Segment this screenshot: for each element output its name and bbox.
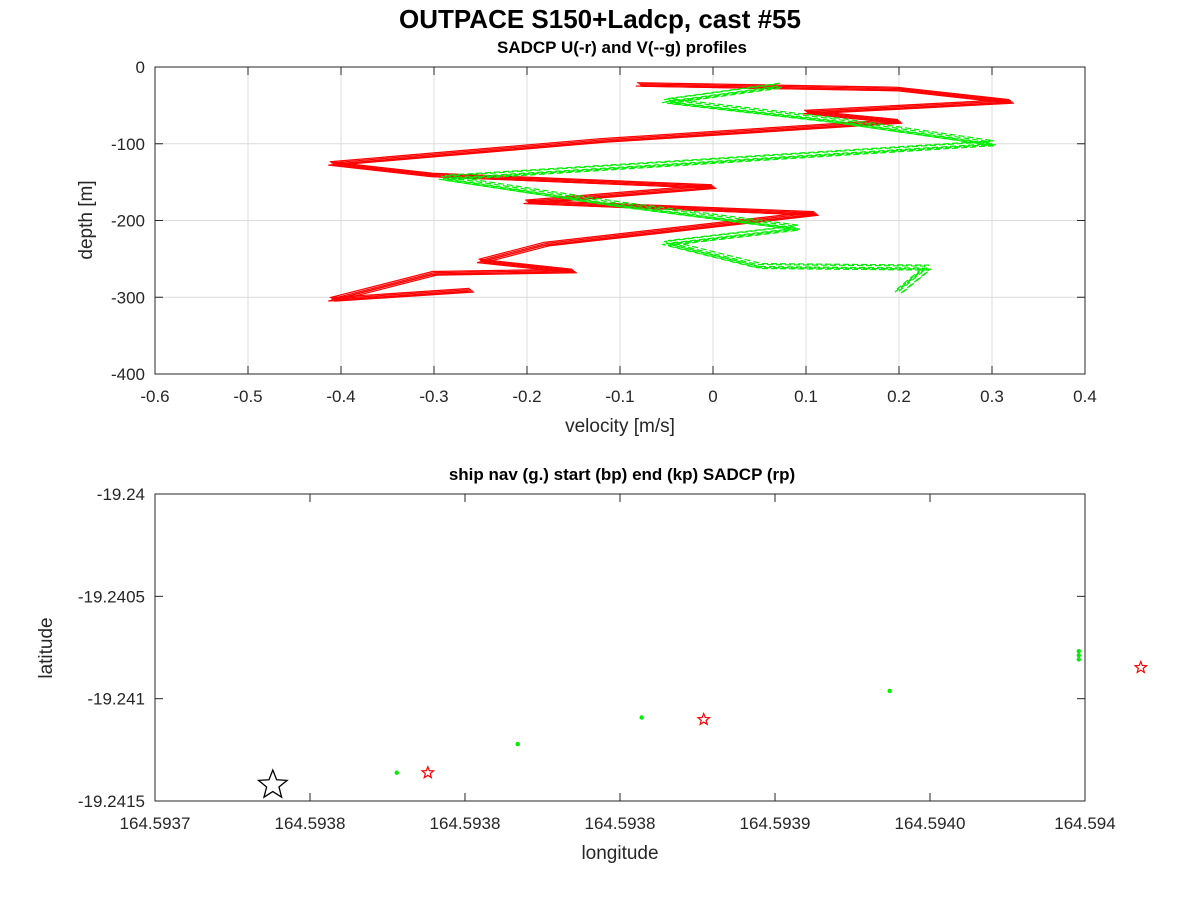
nav-ytick-label: -19.24 (97, 485, 145, 504)
nav-xtick-label: 164.5939 (740, 814, 811, 833)
profile-xtick-label: 0.2 (887, 387, 911, 406)
profile-ytick-label: 0 (136, 58, 145, 77)
profile-ticks: -0.6 -0.5 -0.4 -0.3 -0.2 -0.1 0 0.1 0.2 0.3 0.4 0 -1… (111, 58, 1097, 406)
nav-xlabel: longitude (581, 843, 658, 864)
v-profile-line (440, 83, 991, 290)
nav-xtick-label: 164.5937 (120, 814, 191, 833)
profile-xlabel: velocity [m/s] (565, 416, 675, 437)
u-profile-line (329, 82, 1010, 299)
v-profile-line (444, 82, 995, 289)
profile-xtick-label: 0.4 (1073, 387, 1097, 406)
profile-xtick-label: -0.6 (140, 387, 169, 406)
ship-nav-point (394, 770, 399, 775)
ship-nav-point (1076, 657, 1082, 662)
nav-ytick-label: -19.2415 (78, 792, 145, 811)
ship-nav-point (887, 688, 892, 694)
nav-title: ship nav (g.) start (bp) end (kp) SADCP … (449, 465, 795, 484)
end-marker (256, 768, 289, 799)
profile-xtick-label: 0.3 (980, 387, 1004, 406)
v-profile-line (438, 86, 989, 293)
profile-xtick-label: -0.3 (419, 387, 448, 406)
ship-nav-point (1076, 648, 1082, 654)
profile-ylabel: depth [m] (76, 180, 97, 259)
ship-nav-point (1076, 653, 1082, 658)
nav-xtick-label: 164.5938 (275, 814, 346, 833)
profile-xtick-label: -0.1 (605, 387, 634, 406)
profile-plot-area (328, 82, 1015, 302)
profile-xtick-label: 0 (708, 387, 717, 406)
ship-nav-point (639, 715, 644, 720)
u-profile-line (328, 85, 1009, 302)
v-profile-line (444, 87, 995, 294)
sadcp-point (420, 765, 436, 779)
profile-xtick-label: -0.4 (326, 387, 355, 406)
u-profile-line (332, 84, 1013, 301)
nav-plot-area (256, 648, 1149, 799)
figure-title: OUTPACE S150+Ladcp, cast #55 (399, 4, 801, 34)
nav-axes: ship nav (g.) start (bp) end (kp) SADCP … (36, 465, 1149, 864)
nav-ticks: 164.5937 164.5938 164.5938 164.5938 164.5939… (78, 485, 1116, 833)
profile-ytick-label: -100 (111, 135, 145, 154)
profile-ytick-label: -200 (111, 212, 145, 231)
nav-xtick-label: 164.5940 (895, 814, 966, 833)
nav-ytick-label: -19.2405 (78, 587, 145, 606)
nav-ytick-label: -19.241 (87, 690, 145, 709)
profile-ytick-label: -300 (111, 288, 145, 307)
nav-xtick-label: 164.594 (1054, 814, 1115, 833)
profile-axes: SADCP U(-r) and V(--g) profiles -0.6 -0.5… (76, 38, 1097, 437)
u-profile-line (331, 83, 1012, 300)
ship-nav-point (515, 741, 520, 747)
nav-xtick-label: 164.5938 (430, 814, 501, 833)
v-profile-line (442, 85, 993, 292)
profile-title: SADCP U(-r) and V(--g) profiles (497, 38, 747, 57)
profile-xtick-label: -0.5 (233, 387, 262, 406)
profile-xtick-label: 0.1 (794, 387, 818, 406)
sadcp-point (696, 711, 711, 726)
nav-ylabel: latitude (36, 617, 57, 678)
profile-ytick-label: -400 (111, 365, 145, 384)
sadcp-point (1133, 659, 1149, 674)
profile-xtick-label: -0.2 (512, 387, 541, 406)
nav-xtick-label: 164.5938 (585, 814, 656, 833)
